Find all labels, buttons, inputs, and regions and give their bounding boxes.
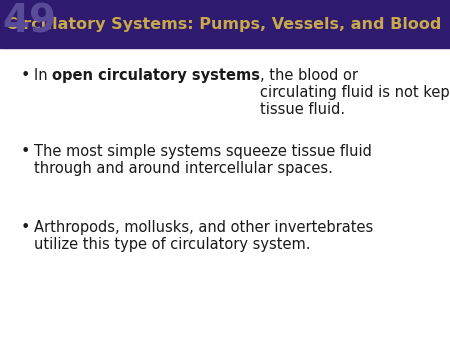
Text: •: •	[20, 68, 30, 82]
Text: In: In	[34, 68, 52, 82]
Text: The most simple systems squeeze tissue fluid
through and around intercellular sp: The most simple systems squeeze tissue f…	[34, 144, 372, 176]
Text: •: •	[20, 220, 30, 235]
Text: open circulatory systems: open circulatory systems	[52, 68, 260, 82]
Bar	[0, 0, 450, 48]
Text: •: •	[20, 144, 30, 159]
Text: 49: 49	[2, 2, 56, 41]
Text: Arthropods, mollusks, and other invertebrates
utilize this type of circulatory s: Arthropods, mollusks, and other inverteb…	[34, 220, 373, 252]
Text: , the blood or
circulating fluid is not kept separate from the
tissue fluid.: , the blood or circulating fluid is not …	[260, 68, 450, 117]
Text: Circulatory Systems: Pumps, Vessels, and Blood: Circulatory Systems: Pumps, Vessels, and…	[5, 17, 441, 31]
